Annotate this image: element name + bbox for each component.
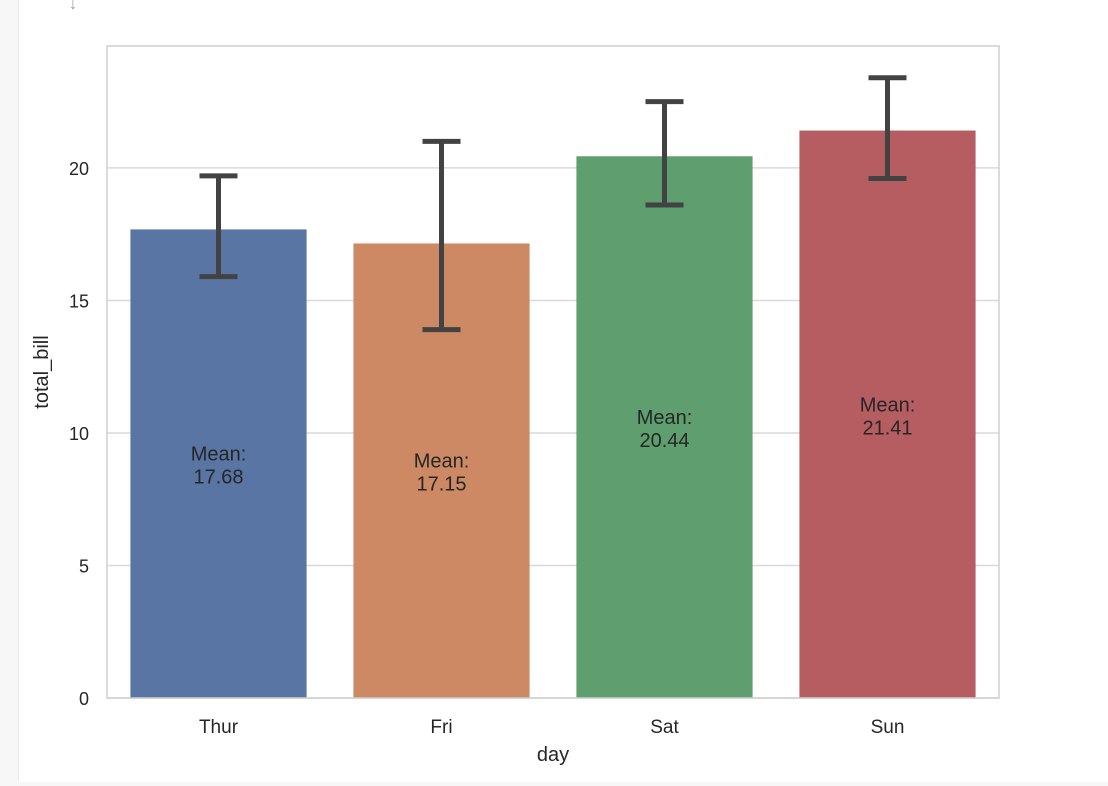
- bars: [130, 130, 976, 699]
- x-tick-label: Thur: [199, 717, 239, 738]
- bar-label-line1: Mean:: [414, 451, 470, 473]
- bar-label-line1: Mean:: [637, 407, 693, 429]
- bottom-strip: [0, 782, 1108, 786]
- bar-label-line1: Mean:: [191, 444, 247, 466]
- error-bar-sun: [868, 75, 907, 182]
- x-tick-label: Sun: [871, 717, 905, 738]
- scroll-down-arrow-icon[interactable]: ↓: [69, 0, 77, 13]
- x-tick-label: Sat: [650, 717, 679, 738]
- bar-label-value: 17.68: [193, 467, 243, 489]
- error-bar-fri: [422, 138, 461, 333]
- bar-label-value: 21.41: [862, 417, 912, 439]
- x-axis-label: day: [537, 744, 569, 766]
- x-tick-label: Fri: [430, 717, 452, 738]
- error-bar-thur: [199, 173, 238, 280]
- error-bars: [199, 75, 907, 333]
- bar-label-value: 20.44: [639, 430, 689, 452]
- bar-sun: [799, 130, 976, 698]
- y-axis-label: total_bill: [31, 335, 53, 408]
- y-tick-label: 0: [79, 689, 89, 709]
- bar-sat: [576, 156, 753, 699]
- plot-frame: [106, 45, 1000, 699]
- bar-thur: [130, 229, 307, 698]
- bar-label-value: 17.15: [416, 474, 466, 496]
- notebook-gutter: [0, 0, 19, 786]
- y-tick-label: 20: [69, 159, 89, 179]
- bar-label-line1: Mean:: [860, 394, 916, 416]
- error-bar-sat: [645, 99, 684, 208]
- y-tick-label: 10: [69, 424, 89, 444]
- y-tick-labels: 0 5 10 15 20: [69, 159, 89, 709]
- y-tick-label: 15: [69, 291, 89, 311]
- y-tick-label: 5: [79, 556, 89, 576]
- x-tick-labels: Thur Fri Sat Sun: [199, 717, 904, 738]
